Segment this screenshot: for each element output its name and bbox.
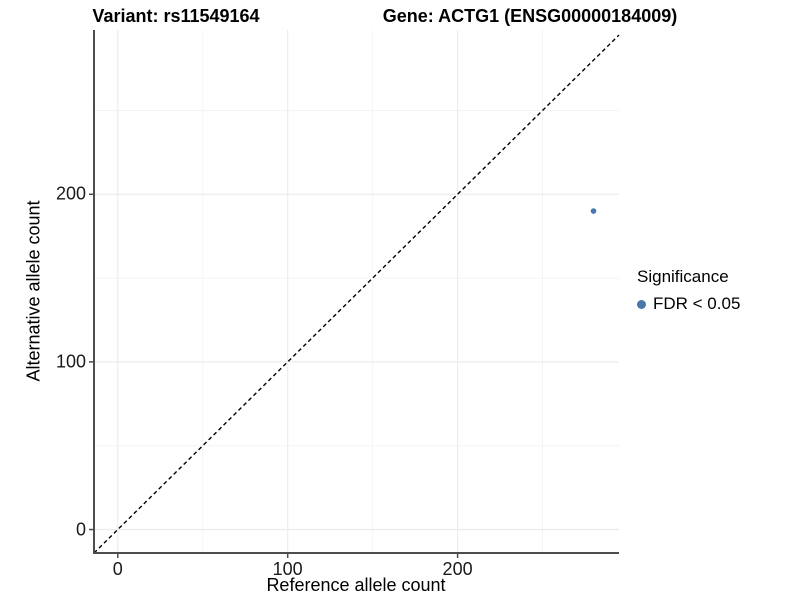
legend: Significance FDR < 0.05	[637, 267, 740, 314]
legend-entry-label: FDR < 0.05	[653, 294, 741, 313]
x-tick-label: 0	[112, 559, 123, 579]
y-tick-label: 200	[55, 183, 86, 204]
x-axis-title: Reference allele count	[266, 575, 446, 595]
legend-entry: FDR < 0.05	[637, 294, 740, 314]
y-axis-title: Alternative allele count	[23, 200, 44, 382]
data-point	[590, 208, 597, 214]
legend-point-swatch-icon	[637, 299, 646, 309]
plot-title-gene: Gene: ACTG1 (ENSG00000184009)	[382, 6, 678, 26]
plot-title-variant: Variant: rs11549164	[92, 6, 260, 26]
y-tick-label: 0	[75, 519, 86, 540]
legend-title: Significance	[637, 267, 729, 286]
y-tick-label: 100	[55, 351, 86, 372]
identity-dashed-line	[93, 34, 620, 554]
x-tick-label: 200	[442, 559, 473, 579]
x-tick-label: 100	[272, 559, 303, 579]
